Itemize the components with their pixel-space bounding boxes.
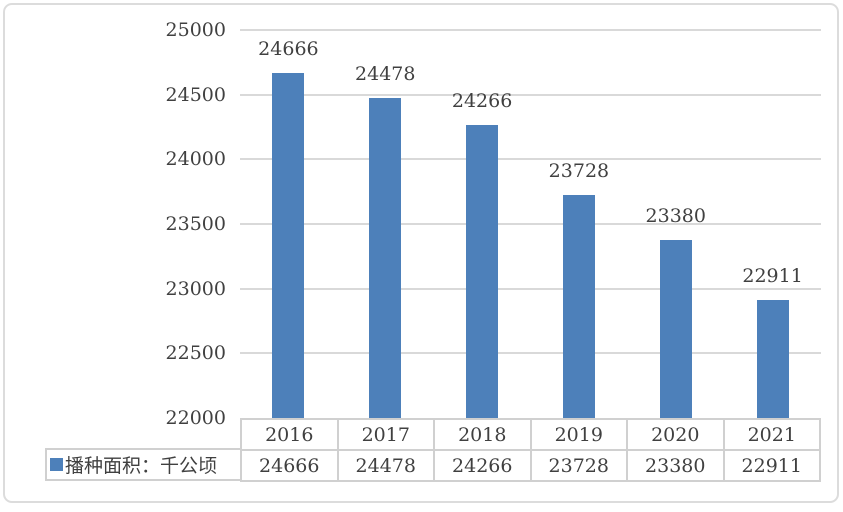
table-values-row: 24666 24478 24266 23728 23380 22911	[242, 451, 821, 482]
table-value-cell: 23728	[531, 451, 628, 482]
gridline	[240, 93, 821, 96]
y-axis-label: 22000	[165, 407, 226, 429]
table-year-cell: 2021	[724, 420, 821, 451]
y-axis-label: 23500	[165, 213, 226, 235]
table-year-cell: 2018	[435, 420, 532, 451]
legend: 播种面积：千公顷	[45, 448, 242, 481]
y-axis-label: 24500	[165, 83, 226, 106]
table-year-cell: 2019	[531, 420, 628, 451]
bar-2016	[272, 73, 305, 418]
y-axis-label: 23000	[165, 277, 226, 300]
gridline	[240, 158, 821, 161]
bar-value-label: 24666	[258, 38, 319, 61]
y-axis-label: 22500	[165, 342, 226, 365]
table-value-cell: 24666	[242, 451, 339, 482]
bar-value-label: 23380	[645, 204, 706, 227]
table-value-cell: 24266	[435, 451, 532, 482]
bar-2021	[756, 300, 789, 418]
table-years-row: 2016 2017 2018 2019 2020 2021	[242, 420, 821, 451]
bar-value-label: 24478	[355, 62, 416, 85]
bar-2018	[466, 124, 499, 418]
legend-label: 播种面积：千公顷	[65, 455, 218, 477]
bar-2019	[562, 194, 595, 418]
table-year-cell: 2017	[338, 420, 435, 451]
table-year-cell: 2020	[628, 420, 725, 451]
y-axis-label: 24000	[165, 148, 226, 171]
table-value-cell: 24478	[338, 451, 435, 482]
gridline	[240, 29, 821, 31]
y-axis-label: 25000	[165, 19, 226, 41]
table-value-cell: 22911	[724, 451, 821, 482]
table-year-cell: 2016	[242, 420, 339, 451]
bar-value-label: 23728	[548, 159, 610, 182]
gridline	[240, 287, 821, 290]
y-axis: 25000 24500 24000 23500 23000 22500 22000	[5, 5, 226, 512]
bar-2020	[659, 239, 692, 418]
bar-value-label: 24266	[451, 89, 513, 112]
bar-value-label: 22911	[742, 265, 803, 288]
table-value-cell: 23380	[628, 451, 725, 482]
chart-frame: 25000 24500 24000 23500 23000 22500 22000 2466…	[3, 3, 839, 503]
plot-area: 24666 24478 24266 23728 23380 22911	[240, 29, 821, 418]
gridline	[240, 352, 821, 355]
data-table: 2016 2017 2018 2019 2020 2021 24666 24478 24266…	[240, 418, 821, 482]
bar-2017	[369, 97, 402, 418]
legend-swatch-icon	[50, 458, 63, 471]
gridline	[240, 223, 821, 225]
